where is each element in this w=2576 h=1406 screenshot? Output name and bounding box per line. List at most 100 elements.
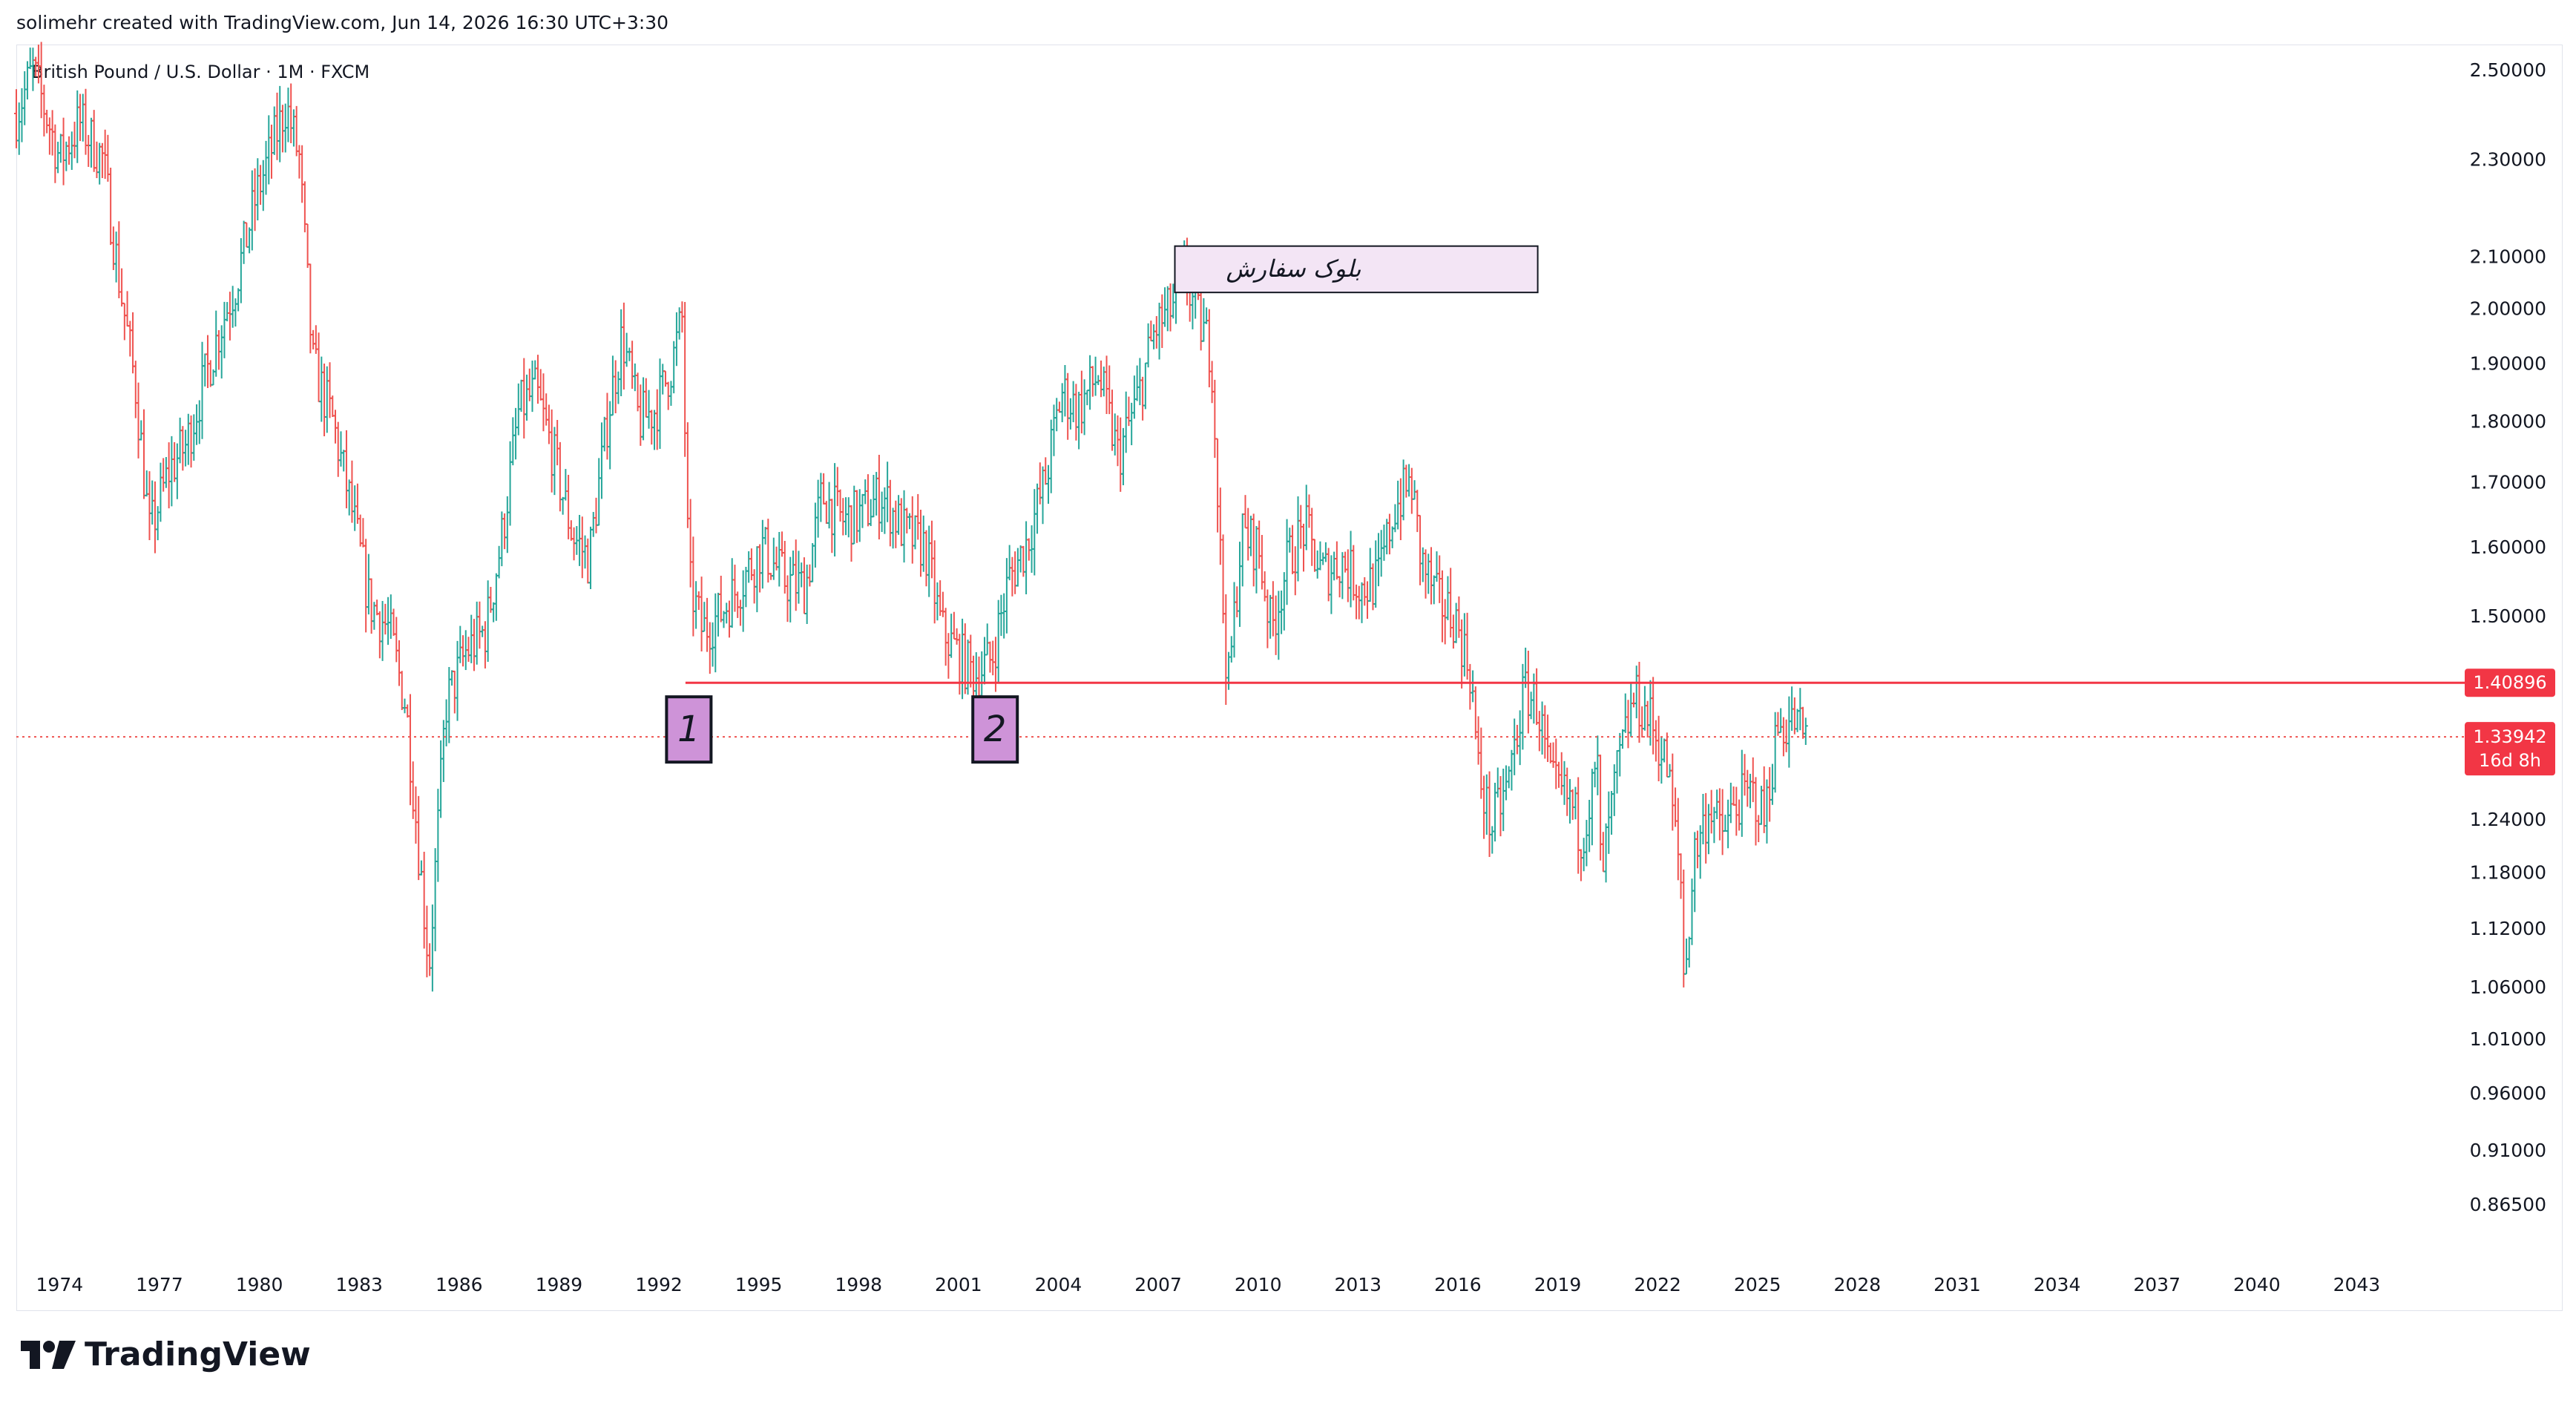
ohlc-bar bbox=[555, 420, 560, 466]
ohlc-bar bbox=[1431, 575, 1436, 605]
ohlc-bar bbox=[1257, 520, 1262, 569]
level-price-label: 1.40896 bbox=[2473, 672, 2546, 693]
ohlc-bar bbox=[1692, 832, 1698, 913]
ohlc-bar bbox=[430, 904, 435, 992]
ohlc-bar bbox=[1784, 719, 1789, 752]
ohlc-bar bbox=[1310, 507, 1315, 566]
ohlc-bar bbox=[14, 89, 19, 148]
ohlc-bar bbox=[188, 415, 194, 468]
time-axis[interactable]: 1974 1977 1980 1983 1986 1989 1992 1995 1998 2001… bbox=[36, 1274, 2381, 1295]
time-tick: 1980 bbox=[236, 1274, 283, 1295]
ohlc-bar bbox=[322, 363, 327, 436]
ohlc-bar bbox=[1043, 457, 1048, 485]
price-axis[interactable]: 2.50000 2.30000 2.10000 2.00000 1.90000 1.800… bbox=[2465, 59, 2555, 1215]
ohlc-bar bbox=[1131, 375, 1137, 419]
ohlc-bar bbox=[1168, 283, 1173, 332]
ohlc-bar bbox=[56, 142, 61, 174]
ohlc-bar bbox=[718, 575, 723, 622]
ohlc-bar bbox=[1362, 576, 1367, 606]
ohlc-bar bbox=[985, 623, 990, 656]
ohlc-bar bbox=[450, 670, 455, 686]
ohlc-bar bbox=[1312, 539, 1317, 572]
ohlc-bar bbox=[324, 366, 329, 433]
ohlc-bar bbox=[1456, 596, 1462, 638]
ohlc-bar bbox=[652, 410, 657, 450]
ohlc-bar bbox=[493, 573, 499, 621]
ohlc-bar bbox=[887, 479, 893, 547]
ohlc-bar bbox=[50, 110, 55, 156]
ohlc-bar bbox=[1240, 513, 1245, 587]
ohlc-bar bbox=[155, 506, 160, 541]
ohlc-bar bbox=[1684, 939, 1689, 975]
ohlc-bar bbox=[990, 640, 996, 676]
ohlc-bar bbox=[1093, 356, 1098, 396]
ohlc-bar bbox=[1459, 619, 1465, 689]
ohlc-bar bbox=[599, 422, 604, 499]
ohlc-bar bbox=[1645, 700, 1650, 738]
ohlc-bar bbox=[402, 698, 407, 714]
ohlc-bar bbox=[1503, 765, 1508, 801]
ohlc-bar bbox=[499, 511, 505, 567]
tradingview-brand[interactable]: TradingView bbox=[21, 1336, 311, 1373]
price-tick: 1.80000 bbox=[2470, 410, 2546, 432]
ohlc-bar bbox=[763, 527, 768, 545]
ohlc-bar bbox=[630, 341, 635, 389]
ohlc-bar bbox=[1748, 773, 1753, 809]
ohlc-bar bbox=[674, 312, 679, 367]
ohlc-bar bbox=[244, 222, 249, 248]
ohlc-bar bbox=[1626, 700, 1631, 749]
ohlc-bar bbox=[172, 441, 177, 482]
ohlc-bar bbox=[1728, 782, 1733, 824]
time-tick: 2031 bbox=[1933, 1274, 1981, 1295]
ohlc-bar bbox=[1004, 558, 1009, 634]
ohlc-bar bbox=[619, 309, 624, 396]
time-tick: 2004 bbox=[1035, 1274, 1082, 1295]
ohlc-bar bbox=[1251, 513, 1256, 587]
chart-annotations: بلوک سفارش 1 2 bbox=[16, 245, 2465, 764]
ohlc-bar bbox=[1442, 599, 1448, 645]
ohlc-bar bbox=[477, 601, 482, 649]
ohlc-bar bbox=[1606, 791, 1611, 854]
ohlc-bar bbox=[913, 515, 918, 550]
ohlc-bar bbox=[1085, 390, 1090, 406]
ohlc-bar bbox=[1082, 379, 1087, 436]
ohlc-bar bbox=[177, 417, 183, 464]
ohlc-bar bbox=[594, 497, 599, 533]
ohlc-bar bbox=[22, 71, 27, 125]
ohlc-bar bbox=[1487, 771, 1492, 857]
ohlc-bar bbox=[272, 106, 277, 155]
ohlc-bar bbox=[1761, 766, 1767, 833]
price-tick: 2.50000 bbox=[2470, 59, 2546, 81]
ohlc-bar bbox=[1531, 673, 1537, 724]
ohlc-bar bbox=[1803, 717, 1808, 746]
ohlc-bar bbox=[1354, 584, 1359, 620]
ohlc-bar bbox=[364, 539, 369, 633]
ohlc-bar bbox=[399, 671, 404, 710]
last-price-label: 1.33942 bbox=[2473, 726, 2546, 747]
ohlc-bar bbox=[804, 564, 809, 625]
ohlc-bar bbox=[1587, 800, 1592, 853]
ohlc-bar bbox=[1345, 549, 1350, 602]
ohlc-bar bbox=[1074, 384, 1079, 441]
ohlc-bar bbox=[97, 142, 102, 185]
ohlc-bar bbox=[1079, 370, 1084, 434]
ohlc-bar bbox=[305, 223, 310, 269]
ohlc-bar bbox=[1695, 830, 1700, 869]
ohlc-bar bbox=[416, 795, 421, 881]
ohlc-bar bbox=[1134, 365, 1140, 401]
ohlc-bar bbox=[876, 454, 881, 539]
ohlc-bar bbox=[269, 125, 275, 179]
ohlc-bar bbox=[1077, 392, 1082, 450]
ohlc-bar bbox=[898, 498, 904, 547]
ohlc-bar bbox=[219, 325, 224, 379]
ohlc-bar bbox=[1002, 593, 1007, 639]
ohlc-bar bbox=[505, 496, 510, 553]
ohlc-bar bbox=[247, 227, 252, 254]
ohlc-bar bbox=[910, 496, 915, 564]
ohlc-bar bbox=[142, 409, 147, 499]
ohlc-bar bbox=[610, 355, 615, 416]
ohlc-bar bbox=[1340, 552, 1345, 599]
ohlc-bar bbox=[1737, 799, 1742, 831]
ohlc-bar bbox=[1137, 358, 1143, 406]
